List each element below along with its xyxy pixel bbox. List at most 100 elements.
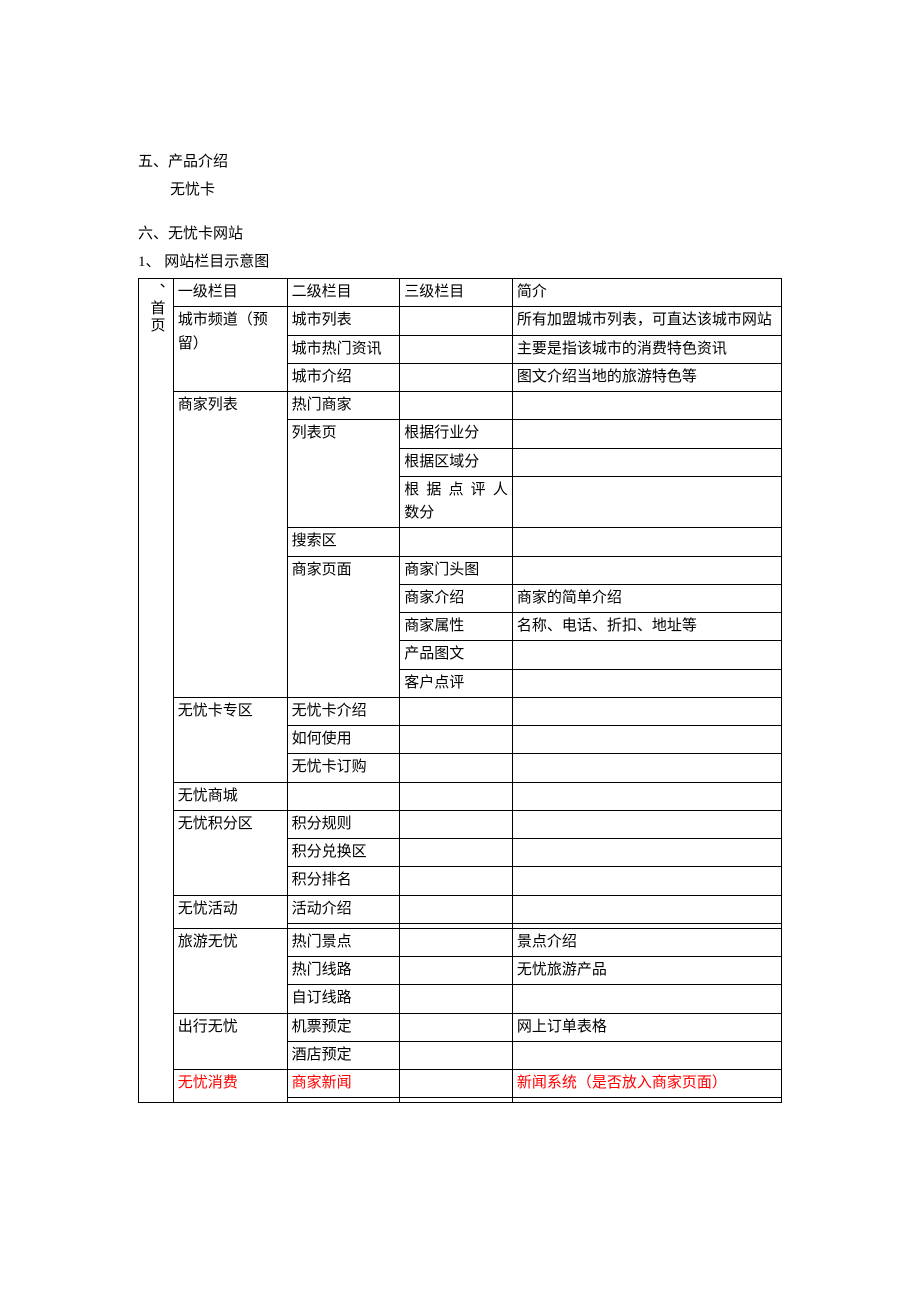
level3-cell <box>400 363 513 391</box>
level3-cell <box>400 392 513 420</box>
level2-cell: 商家新闻 <box>287 1070 400 1098</box>
section-5-sub: 无忧卡 <box>138 178 782 202</box>
level3-cell <box>400 985 513 1013</box>
level2-cell: 城市列表 <box>287 307 400 335</box>
desc-cell <box>512 556 781 584</box>
level3-cell <box>400 754 513 782</box>
desc-cell: 名称、电话、折扣、地址等 <box>512 613 781 641</box>
desc-cell: 网上订单表格 <box>512 1013 781 1041</box>
level2-cell: 积分兑换区 <box>287 839 400 867</box>
desc-cell <box>512 1041 781 1069</box>
level2-cell: 城市热门资讯 <box>287 335 400 363</box>
level3-cell: 商家门头图 <box>400 556 513 584</box>
table-row: 无忧活动活动介绍 <box>139 895 782 923</box>
desc-cell <box>512 754 781 782</box>
level3-cell <box>400 839 513 867</box>
level2-cell: 列表页 <box>287 420 400 528</box>
level1-cell: 出行无忧 <box>173 1013 287 1070</box>
level3-cell <box>400 867 513 895</box>
level1-cell: 城市频道（预留） <box>173 307 287 392</box>
level2-cell: 热门线路 <box>287 957 400 985</box>
vertical-label: 、首页 <box>144 283 167 334</box>
level2-cell: 如何使用 <box>287 726 400 754</box>
desc-cell: 商家的简单介绍 <box>512 584 781 612</box>
row-header-cell: 、首页 <box>139 279 174 1103</box>
header-cell: 简介 <box>512 279 781 307</box>
desc-cell <box>512 839 781 867</box>
document-page: 五、产品介绍 无忧卡 六、无忧卡网站 1、 网站栏目示意图 、首页一级栏目二级栏… <box>0 0 920 1103</box>
level2-cell <box>287 782 400 810</box>
level2-cell: 热门商家 <box>287 392 400 420</box>
level1-cell: 旅游无忧 <box>173 928 287 1013</box>
level1-cell: 无忧活动 <box>173 895 287 928</box>
level3-cell: 客户点评 <box>400 669 513 697</box>
desc-cell <box>512 867 781 895</box>
level1-cell: 无忧卡专区 <box>173 697 287 782</box>
table-row: 无忧商城 <box>139 782 782 810</box>
level2-cell: 机票预定 <box>287 1013 400 1041</box>
level1-cell: 商家列表 <box>173 392 287 698</box>
level3-cell <box>400 1041 513 1069</box>
desc-cell <box>512 782 781 810</box>
table-row: 无忧积分区积分规则 <box>139 810 782 838</box>
level2-cell: 无忧卡介绍 <box>287 697 400 725</box>
level1-cell: 无忧商城 <box>173 782 287 810</box>
header-cell: 二级栏目 <box>287 279 400 307</box>
desc-cell: 新闻系统（是否放入商家页面） <box>512 1070 781 1098</box>
desc-cell <box>512 476 781 528</box>
desc-cell <box>512 669 781 697</box>
desc-cell: 所有加盟城市列表，可直达该城市网站 <box>512 307 781 335</box>
desc-cell <box>512 985 781 1013</box>
desc-cell <box>512 697 781 725</box>
level2-cell: 活动介绍 <box>287 895 400 923</box>
desc-cell <box>512 641 781 669</box>
level3-cell <box>400 957 513 985</box>
table-row: 无忧消费商家新闻新闻系统（是否放入商家页面） <box>139 1070 782 1098</box>
desc-cell <box>512 392 781 420</box>
level3-cell <box>400 782 513 810</box>
level3-cell <box>400 1013 513 1041</box>
desc-cell <box>512 895 781 923</box>
desc-cell <box>512 810 781 838</box>
level3-cell: 根据点评人数分 <box>400 476 513 528</box>
level3-cell: 根据区域分 <box>400 448 513 476</box>
header-cell: 三级栏目 <box>400 279 513 307</box>
level3-cell <box>400 895 513 923</box>
level3-cell: 根据行业分 <box>400 420 513 448</box>
table-header-row: 、首页一级栏目二级栏目三级栏目简介 <box>139 279 782 307</box>
level2-cell: 城市介绍 <box>287 363 400 391</box>
level3-cell <box>400 726 513 754</box>
level2-cell: 搜索区 <box>287 528 400 556</box>
table-row: 商家列表热门商家 <box>139 392 782 420</box>
level2-cell <box>287 1098 400 1103</box>
level3-cell <box>400 335 513 363</box>
desc-cell: 景点介绍 <box>512 928 781 956</box>
table-row: 无忧卡专区无忧卡介绍 <box>139 697 782 725</box>
level3-cell <box>400 307 513 335</box>
section-5-heading: 五、产品介绍 <box>138 150 782 174</box>
desc-cell <box>512 726 781 754</box>
level3-cell <box>400 810 513 838</box>
sitemap-table: 、首页一级栏目二级栏目三级栏目简介城市频道（预留）城市列表所有加盟城市列表，可直… <box>138 278 782 1103</box>
level3-cell: 商家属性 <box>400 613 513 641</box>
level2-cell: 积分排名 <box>287 867 400 895</box>
level3-cell <box>400 528 513 556</box>
desc-cell <box>512 448 781 476</box>
desc-cell: 无忧旅游产品 <box>512 957 781 985</box>
table-row: 城市频道（预留）城市列表所有加盟城市列表，可直达该城市网站 <box>139 307 782 335</box>
level2-cell: 商家页面 <box>287 556 400 697</box>
level1-cell: 无忧积分区 <box>173 810 287 895</box>
desc-cell <box>512 1098 781 1103</box>
level2-cell: 自订线路 <box>287 985 400 1013</box>
desc-cell: 图文介绍当地的旅游特色等 <box>512 363 781 391</box>
level1-cell: 无忧消费 <box>173 1070 287 1103</box>
header-cell: 一级栏目 <box>173 279 287 307</box>
level3-cell <box>400 928 513 956</box>
section-6-1-heading: 1、 网站栏目示意图 <box>138 250 782 274</box>
table-row: 旅游无忧热门景点景点介绍 <box>139 928 782 956</box>
level2-cell: 热门景点 <box>287 928 400 956</box>
section-6-heading: 六、无忧卡网站 <box>138 222 782 246</box>
level3-cell: 商家介绍 <box>400 584 513 612</box>
desc-cell: 主要是指该城市的消费特色资讯 <box>512 335 781 363</box>
level3-cell: 产品图文 <box>400 641 513 669</box>
